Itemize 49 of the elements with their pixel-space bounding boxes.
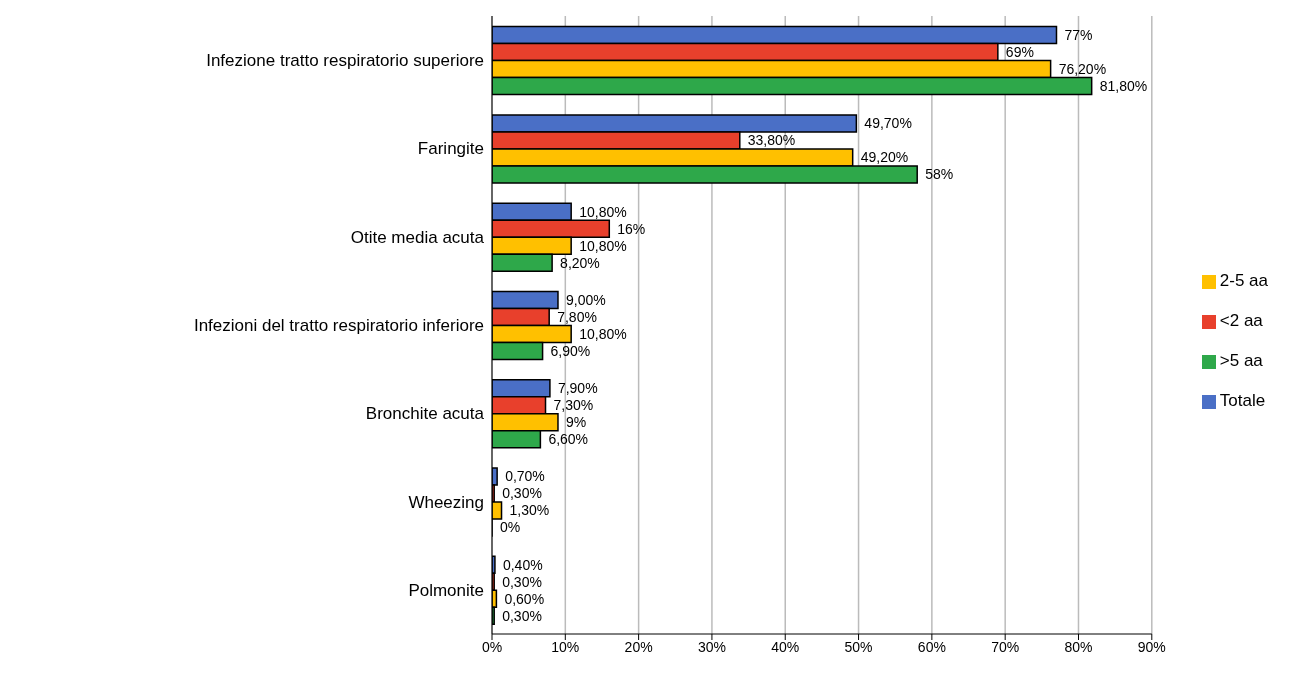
legend-label: Totale [1219, 391, 1266, 410]
data-label: 0,30% [502, 573, 542, 590]
data-label: 10,80% [579, 203, 627, 220]
y-tick-label: Polmonite [408, 580, 484, 600]
x-tick-label: 10% [551, 638, 580, 655]
data-label: 33,80% [747, 132, 796, 149]
data-label: 7,30% [553, 397, 594, 414]
data-label: 76,20% [1058, 60, 1107, 77]
legend-label: 2-5 aa [1219, 271, 1268, 290]
x-tick-label: 70% [991, 638, 1020, 655]
x-tick-label: 30% [697, 638, 726, 655]
x-tick-label: 20% [624, 638, 653, 655]
data-label: 0% [500, 519, 521, 536]
x-tick-label: 40% [771, 638, 800, 655]
x-tick-label: 50% [844, 638, 873, 655]
data-label: 69% [1005, 43, 1034, 60]
data-label: 0,30% [502, 485, 542, 502]
data-label: 1,30% [509, 502, 550, 519]
data-label: 0,40% [502, 556, 543, 573]
data-label: 0,60% [504, 590, 545, 607]
x-tick-label: 90% [1137, 638, 1166, 655]
data-label: 10,80% [579, 237, 627, 254]
data-label: 7,90% [557, 380, 598, 397]
data-label: 6,60% [548, 431, 589, 448]
y-tick-label: Faringite [417, 139, 484, 159]
data-label: 6,90% [550, 342, 591, 359]
y-tick-label: Wheezing [408, 492, 484, 512]
data-label: 9,00% [565, 291, 606, 308]
x-tick-label: 80% [1064, 638, 1093, 655]
data-label: 0,30% [502, 607, 542, 624]
data-label: 16% [617, 220, 646, 237]
y-tick-label: Bronchite acuta [365, 404, 485, 424]
data-label: 9% [565, 414, 587, 431]
data-label: 58% [925, 166, 954, 183]
data-label: 49,70% [864, 115, 912, 132]
data-label: 10,80% [579, 325, 627, 342]
legend-label: >5 aa [1219, 351, 1263, 370]
y-tick-label: Otite media acuta [350, 227, 485, 247]
legend-label: <2 aa [1219, 311, 1263, 330]
data-label: 81,80% [1099, 77, 1148, 94]
x-tick-label: 60% [917, 638, 946, 655]
data-label: 0,70% [505, 468, 545, 485]
data-label: 7,80% [557, 308, 597, 325]
data-label: 8,20% [560, 254, 600, 271]
data-label: 49,20% [860, 149, 909, 166]
y-tick-label: Infezione tratto respiratorio superiore [206, 51, 484, 71]
x-tick-label: 0% [481, 638, 503, 655]
data-label: 77% [1064, 26, 1093, 43]
y-tick-label: Infezioni del tratto respiratorio inferiore [193, 316, 484, 336]
